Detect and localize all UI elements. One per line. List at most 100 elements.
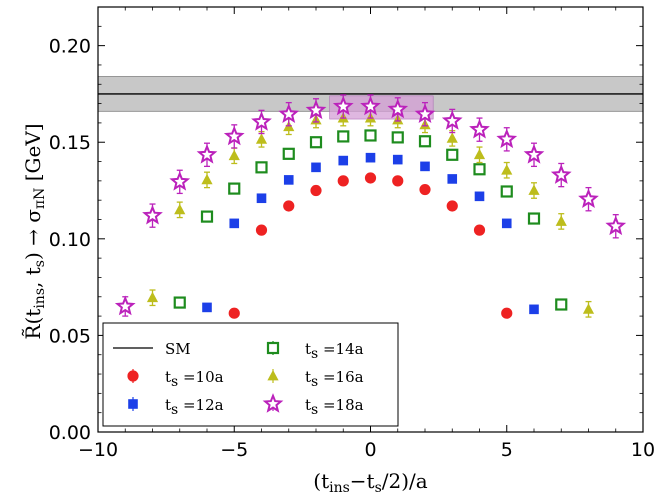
legend-marker — [267, 370, 279, 381]
data-point — [310, 184, 322, 197]
data-point — [501, 218, 512, 229]
data-point — [255, 224, 268, 236]
legend-label: ts =18a — [305, 396, 364, 418]
data-point — [555, 298, 568, 311]
data-point — [338, 155, 349, 166]
y-tick-label: 0.20 — [49, 36, 91, 58]
data-point — [469, 118, 490, 139]
data-point — [169, 170, 191, 191]
fit-band — [329, 95, 434, 120]
legend-entry: ts =18a — [262, 393, 364, 418]
data-point — [529, 304, 539, 315]
data-point — [282, 147, 295, 160]
data-point — [283, 175, 294, 185]
data-point — [305, 99, 327, 120]
data-point — [256, 193, 267, 204]
data-point — [550, 164, 572, 184]
legend-label: ts =12a — [165, 396, 224, 418]
legend-label: ts =16a — [305, 368, 364, 390]
series-4 — [114, 94, 627, 317]
data-point — [473, 148, 486, 160]
legend-entry: ts =14a — [266, 340, 364, 362]
data-point — [446, 148, 459, 161]
data-point — [255, 161, 268, 174]
data-point — [223, 125, 245, 146]
data-point — [501, 307, 513, 319]
legend-box — [102, 322, 399, 427]
data-point — [202, 302, 212, 313]
data-point — [200, 210, 214, 223]
data-point — [578, 188, 599, 209]
data-point — [114, 295, 136, 316]
data-point — [473, 224, 486, 236]
legend-marker — [127, 370, 139, 382]
data-point — [337, 130, 350, 143]
data-point — [228, 307, 240, 319]
legend-entry: ts =12a — [128, 396, 224, 418]
data-point — [311, 162, 321, 173]
data-point — [392, 154, 403, 165]
y-tick-label: 0.05 — [49, 325, 91, 347]
data-point — [523, 143, 545, 164]
data-point — [278, 103, 300, 124]
data-point — [473, 163, 486, 176]
legend-marker — [262, 393, 284, 413]
data-point — [527, 212, 541, 225]
data-point — [228, 149, 240, 161]
x-tick-label: −10 — [78, 439, 118, 461]
y-tick-label: 0.00 — [49, 422, 91, 444]
data-point — [364, 172, 377, 184]
series-2 — [173, 129, 568, 311]
data-point — [414, 103, 436, 124]
data-point — [332, 95, 354, 116]
series-3 — [146, 109, 595, 318]
data-point — [496, 128, 518, 149]
legend-marker — [266, 341, 280, 355]
data-point — [364, 129, 377, 142]
data-point — [582, 303, 595, 314]
data-point — [391, 131, 404, 144]
data-point — [447, 174, 458, 184]
x-tick-label: 0 — [364, 439, 376, 461]
data-point — [500, 185, 513, 198]
x-tick-label: 10 — [631, 439, 655, 461]
data-point — [146, 291, 159, 303]
data-point — [501, 164, 513, 175]
y-axis-label: R̃(tins, ts) → σπN [GeV] — [21, 123, 48, 339]
data-point — [309, 136, 323, 149]
data-point — [446, 132, 458, 143]
data-point — [555, 215, 567, 226]
series-0 — [228, 172, 513, 319]
y-tick-label: 0.10 — [49, 229, 91, 251]
legend-entry: ts =10a — [127, 368, 224, 390]
data-point — [420, 161, 430, 172]
data-point — [255, 133, 268, 144]
legend: SM ts =10a ts =12a ts =14a ts =16a ts =18a — [102, 322, 399, 427]
data-point — [528, 184, 540, 195]
series-1 — [202, 152, 539, 315]
data-point — [174, 203, 186, 215]
data-point — [173, 296, 186, 309]
data-point — [392, 175, 404, 187]
plot-area — [98, 76, 643, 319]
data-point — [228, 182, 241, 195]
data-point — [229, 218, 240, 229]
data-point — [474, 191, 485, 202]
legend-marker — [128, 399, 138, 409]
legend-label: ts =10a — [165, 368, 224, 390]
x-tick-label: 5 — [501, 439, 513, 461]
data-point — [365, 152, 376, 163]
data-point — [419, 183, 431, 196]
data-point — [251, 111, 272, 131]
data-point — [446, 200, 458, 212]
data-point — [441, 110, 463, 130]
x-tick-label: −5 — [220, 439, 248, 461]
y-tick-label: 0.15 — [49, 132, 91, 154]
data-point — [283, 200, 295, 212]
legend-label: SM — [165, 340, 191, 358]
data-point — [418, 135, 432, 148]
axes: −10 −5 0 5 10 0.00 0.05 0.10 0.15 0.20 (tins−ts/2)… — [21, 6, 655, 496]
data-point — [196, 143, 218, 164]
data-point — [605, 215, 627, 236]
